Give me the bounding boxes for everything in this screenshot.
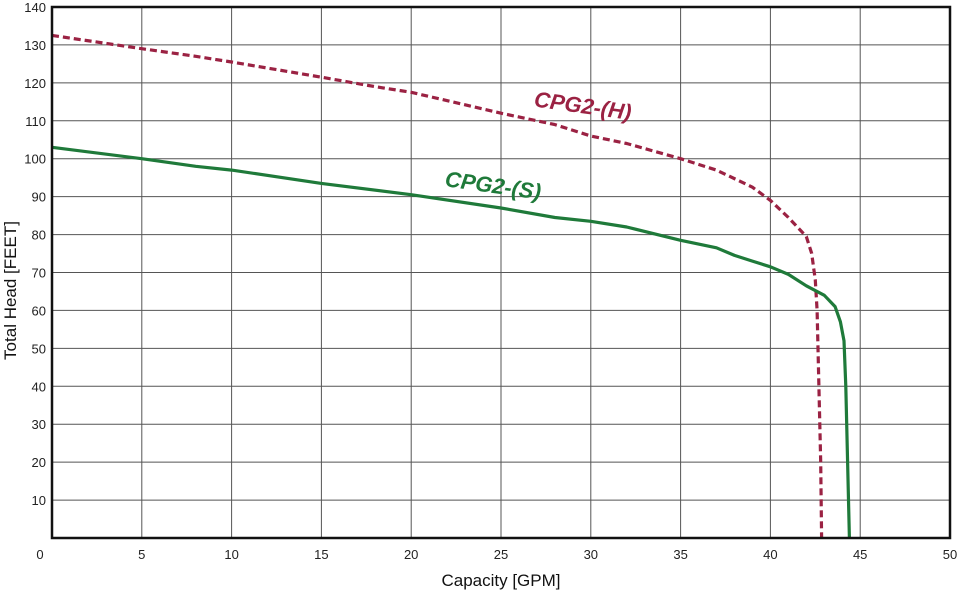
y-tick-label: 30 xyxy=(32,417,46,432)
x-tick-label: 15 xyxy=(314,547,328,562)
x-tick-label: 10 xyxy=(224,547,238,562)
x-tick-label: 30 xyxy=(584,547,598,562)
grid-lines xyxy=(52,7,950,538)
x-tick-label: 0 xyxy=(36,547,43,562)
series-label: CPG2-(H) xyxy=(533,87,633,125)
y-tick-label: 50 xyxy=(32,341,46,356)
y-tick-label: 10 xyxy=(32,493,46,508)
x-tick-label: 50 xyxy=(943,547,957,562)
y-tick-label: 70 xyxy=(32,266,46,281)
x-tick-labels: 0 5 10 15 20 25 30 35 40 45 50 xyxy=(36,547,957,562)
series-curves xyxy=(51,33,851,539)
x-tick-label: 25 xyxy=(494,547,508,562)
y-tick-label: 120 xyxy=(24,76,46,91)
y-tick-label: 130 xyxy=(24,38,46,53)
y-tick-label: 80 xyxy=(32,228,46,243)
y-tick-labels: 10 20 30 40 50 60 70 80 90 100 110 120 130 140 xyxy=(24,0,46,508)
series-line-cpg2-s xyxy=(51,145,851,539)
x-tick-label: 20 xyxy=(404,547,418,562)
y-tick-label: 110 xyxy=(25,114,46,129)
series-line-cpg2-h xyxy=(51,33,824,539)
y-tick-label: 40 xyxy=(32,379,46,394)
x-axis-label: Capacity [GPM] xyxy=(441,571,560,590)
x-tick-label: 45 xyxy=(853,547,867,562)
x-tick-label: 40 xyxy=(763,547,777,562)
y-tick-label: 60 xyxy=(32,303,46,318)
series-labels: CPG2-(H) CPG2-(S) xyxy=(444,87,634,205)
x-tick-label: 5 xyxy=(138,547,145,562)
y-tick-label: 140 xyxy=(24,0,46,15)
plot-frame xyxy=(50,5,952,540)
y-axis-label: Total Head [FEET] xyxy=(1,221,20,360)
y-tick-label: 100 xyxy=(24,152,46,167)
y-tick-label: 20 xyxy=(32,455,46,470)
series-label: CPG2-(S) xyxy=(444,166,543,204)
x-tick-label: 35 xyxy=(673,547,687,562)
y-tick-label: 90 xyxy=(32,190,46,205)
